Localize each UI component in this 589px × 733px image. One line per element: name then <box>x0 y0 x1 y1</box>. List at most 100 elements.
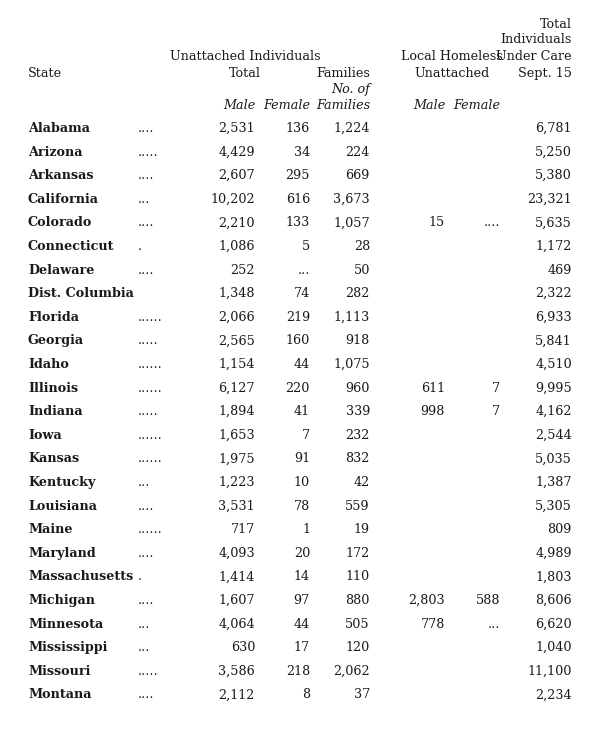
Text: Michigan: Michigan <box>28 594 95 607</box>
Text: Iowa: Iowa <box>28 429 62 442</box>
Text: .: . <box>138 240 142 253</box>
Text: 110: 110 <box>346 570 370 583</box>
Text: 3,586: 3,586 <box>219 665 255 678</box>
Text: Total: Total <box>540 18 572 31</box>
Text: 7: 7 <box>492 405 500 419</box>
Text: Illinois: Illinois <box>28 382 78 394</box>
Text: 717: 717 <box>231 523 255 537</box>
Text: 1,113: 1,113 <box>334 311 370 324</box>
Text: 50: 50 <box>353 264 370 276</box>
Text: 41: 41 <box>294 405 310 419</box>
Text: Maryland: Maryland <box>28 547 96 560</box>
Text: 5,635: 5,635 <box>535 216 572 229</box>
Text: ....: .... <box>138 594 154 607</box>
Text: ....: .... <box>138 500 154 512</box>
Text: 1: 1 <box>302 523 310 537</box>
Text: 960: 960 <box>346 382 370 394</box>
Text: 15: 15 <box>429 216 445 229</box>
Text: Connecticut: Connecticut <box>28 240 114 253</box>
Text: 232: 232 <box>346 429 370 442</box>
Text: 1,607: 1,607 <box>219 594 255 607</box>
Text: Idaho: Idaho <box>28 358 69 371</box>
Text: 5,841: 5,841 <box>535 334 572 347</box>
Text: 17: 17 <box>294 641 310 654</box>
Text: 14: 14 <box>294 570 310 583</box>
Text: Local Homeless: Local Homeless <box>401 50 503 63</box>
Text: ......: ...... <box>138 358 163 371</box>
Text: 8: 8 <box>302 688 310 701</box>
Text: 4,162: 4,162 <box>535 405 572 419</box>
Text: Georgia: Georgia <box>28 334 84 347</box>
Text: 74: 74 <box>294 287 310 301</box>
Text: 42: 42 <box>354 476 370 489</box>
Text: 160: 160 <box>286 334 310 347</box>
Text: Sept. 15: Sept. 15 <box>518 67 572 80</box>
Text: 120: 120 <box>346 641 370 654</box>
Text: 339: 339 <box>346 405 370 419</box>
Text: 91: 91 <box>294 452 310 465</box>
Text: 5: 5 <box>302 240 310 253</box>
Text: 224: 224 <box>346 146 370 158</box>
Text: Florida: Florida <box>28 311 79 324</box>
Text: 220: 220 <box>286 382 310 394</box>
Text: 4,429: 4,429 <box>219 146 255 158</box>
Text: ......: ...... <box>138 429 163 442</box>
Text: 44: 44 <box>294 358 310 371</box>
Text: 4,989: 4,989 <box>535 547 572 560</box>
Text: ....: .... <box>138 169 154 183</box>
Text: 2,234: 2,234 <box>535 688 572 701</box>
Text: 2,565: 2,565 <box>218 334 255 347</box>
Text: Indiana: Indiana <box>28 405 82 419</box>
Text: 559: 559 <box>345 500 370 512</box>
Text: 78: 78 <box>294 500 310 512</box>
Text: 9,995: 9,995 <box>535 382 572 394</box>
Text: 19: 19 <box>354 523 370 537</box>
Text: ....: .... <box>138 264 154 276</box>
Text: 505: 505 <box>345 618 370 630</box>
Text: Delaware: Delaware <box>28 264 94 276</box>
Text: ......: ...... <box>138 523 163 537</box>
Text: 1,653: 1,653 <box>219 429 255 442</box>
Text: 2,544: 2,544 <box>535 429 572 442</box>
Text: Male: Male <box>223 99 255 112</box>
Text: ....: .... <box>138 122 154 135</box>
Text: 1,414: 1,414 <box>219 570 255 583</box>
Text: 998: 998 <box>421 405 445 419</box>
Text: Kentucky: Kentucky <box>28 476 95 489</box>
Text: Alabama: Alabama <box>28 122 90 135</box>
Text: California: California <box>28 193 99 206</box>
Text: Individuals: Individuals <box>501 33 572 46</box>
Text: 6,781: 6,781 <box>535 122 572 135</box>
Text: 880: 880 <box>346 594 370 607</box>
Text: ...: ... <box>138 641 150 654</box>
Text: 669: 669 <box>346 169 370 183</box>
Text: 1,057: 1,057 <box>333 216 370 229</box>
Text: 1,348: 1,348 <box>219 287 255 301</box>
Text: 1,224: 1,224 <box>333 122 370 135</box>
Text: 136: 136 <box>286 122 310 135</box>
Text: Louisiana: Louisiana <box>28 500 97 512</box>
Text: 778: 778 <box>421 618 445 630</box>
Text: Total: Total <box>229 67 261 80</box>
Text: 28: 28 <box>354 240 370 253</box>
Text: ......: ...... <box>138 382 163 394</box>
Text: 6,127: 6,127 <box>219 382 255 394</box>
Text: ....: .... <box>484 216 500 229</box>
Text: 2,062: 2,062 <box>333 665 370 678</box>
Text: 1,223: 1,223 <box>219 476 255 489</box>
Text: 1,154: 1,154 <box>219 358 255 371</box>
Text: ......: ...... <box>138 311 163 324</box>
Text: 7: 7 <box>302 429 310 442</box>
Text: 7: 7 <box>492 382 500 394</box>
Text: State: State <box>28 67 62 80</box>
Text: 97: 97 <box>294 594 310 607</box>
Text: Unattached: Unattached <box>415 67 489 80</box>
Text: Families: Families <box>316 67 370 80</box>
Text: 918: 918 <box>346 334 370 347</box>
Text: 2,210: 2,210 <box>219 216 255 229</box>
Text: 1,894: 1,894 <box>219 405 255 419</box>
Text: ...: ... <box>138 618 150 630</box>
Text: 809: 809 <box>548 523 572 537</box>
Text: 832: 832 <box>346 452 370 465</box>
Text: Mississippi: Mississippi <box>28 641 107 654</box>
